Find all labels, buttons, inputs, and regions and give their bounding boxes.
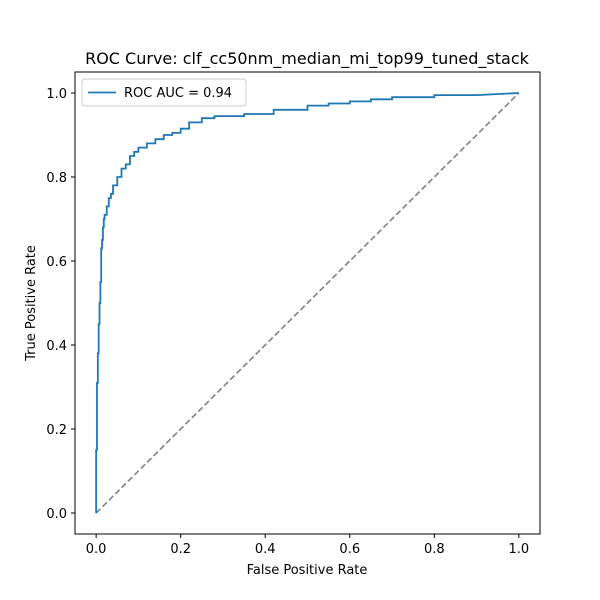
- y-tick-label: 0.4: [46, 339, 67, 354]
- x-tick-label: 0.0: [86, 542, 107, 557]
- x-tick-label: 0.8: [424, 542, 445, 557]
- y-tick-label: 1.0: [46, 87, 67, 102]
- roc-curve-line: [95, 92, 519, 513]
- chart-title: ROC Curve: clf_cc50nm_median_mi_top99_tu…: [85, 49, 530, 69]
- x-tick-label: 0.2: [170, 542, 191, 557]
- y-axis-ticks: 0.0 0.2 0.4 0.6 0.8 1.0: [46, 87, 75, 522]
- y-axis-label: True Positive Rate: [24, 245, 39, 362]
- legend: ROC AUC = 0.94: [81, 78, 247, 107]
- y-tick-label: 0.6: [46, 255, 67, 270]
- legend-entry-roc: ROC AUC = 0.94: [124, 86, 232, 101]
- y-tick-label: 0.0: [46, 507, 67, 522]
- series-layer: [95, 92, 520, 514]
- x-tick-label: 1.0: [509, 542, 530, 557]
- plot-area: [74, 71, 541, 535]
- y-tick-label: 0.2: [46, 423, 67, 438]
- x-tick-label: 0.4: [255, 542, 276, 557]
- x-axis-label: False Positive Rate: [247, 563, 368, 578]
- x-axis-ticks: 0.0 0.2 0.4 0.6 0.8 1.0: [86, 534, 529, 557]
- legend-box: [81, 78, 247, 107]
- chance-diagonal-line: [95, 92, 520, 514]
- x-tick-label: 0.6: [339, 542, 360, 557]
- y-tick-label: 0.8: [46, 171, 67, 186]
